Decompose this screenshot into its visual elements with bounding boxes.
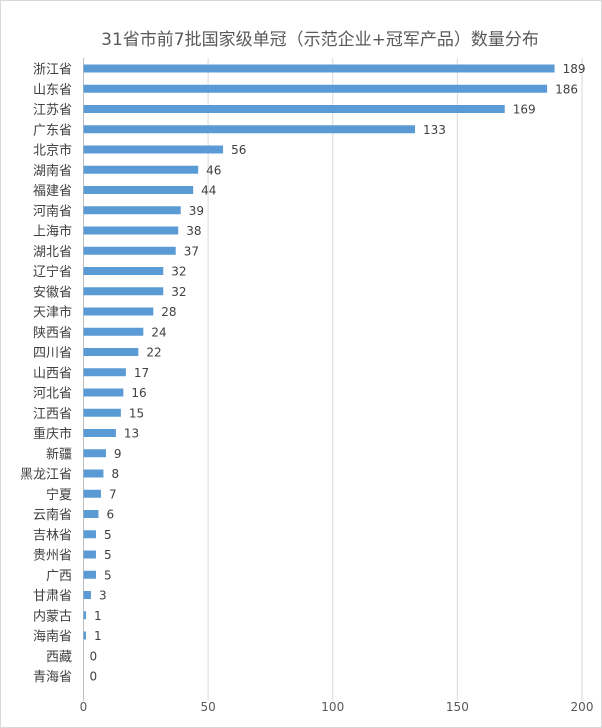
category-label: 天津市 [33,305,72,321]
category-label: 甘肃省 [33,589,72,604]
bar [83,550,96,559]
category-label: 山东省 [33,83,72,98]
data-label: 1 [94,629,102,643]
category-label: 江西省 [33,407,72,422]
category-label: 宁夏 [46,487,72,503]
bar [83,84,548,93]
category-label: 浙江省 [33,63,72,78]
category-label: 河南省 [33,203,72,219]
data-label: 46 [206,163,221,177]
data-label: 9 [114,447,122,461]
category-label: 黑龙江省 [20,468,72,483]
bar [83,348,139,356]
category-label: 西藏 [46,650,72,665]
x-tick-label: 200 [571,700,594,714]
category-label: 新疆 [46,446,72,462]
bar [83,125,416,134]
data-label: 24 [151,325,166,339]
data-label: 3 [99,589,107,603]
bar [83,388,124,397]
data-label: 133 [423,123,446,137]
category-label: 贵州省 [33,549,72,564]
data-label: 37 [184,244,199,258]
category-label: 辽宁省 [33,264,72,280]
category-label: 湖北省 [33,245,72,260]
x-tick-label: 0 [80,700,88,714]
data-label: 186 [555,82,578,96]
data-label: 32 [171,265,186,279]
bar [83,631,86,640]
category-label: 吉林省 [33,528,72,543]
bar [83,611,86,620]
category-label: 北京市 [33,143,72,159]
data-label: 39 [189,204,204,218]
data-label: 17 [134,366,149,380]
data-label: 16 [131,386,146,400]
category-label: 江苏省 [33,102,72,118]
bar [83,408,121,417]
category-label: 广西 [46,569,72,584]
data-label: 0 [90,649,98,663]
data-label: 1 [94,609,102,623]
bar [83,226,179,235]
bar [83,368,126,377]
bar [83,327,144,336]
data-label: 13 [124,427,139,441]
bar [83,246,176,255]
category-label: 福建省 [33,184,72,199]
data-label: 44 [201,184,216,198]
category-label: 内蒙古 [33,608,72,624]
data-label: 38 [186,224,201,238]
bar [83,186,194,194]
bar [83,449,106,458]
bar [83,206,181,215]
data-label: 5 [104,568,112,582]
data-label: 56 [231,143,246,157]
x-tick-label: 50 [200,700,215,714]
data-label: 6 [106,508,114,522]
bar [83,570,96,579]
category-label: 青海省 [33,670,72,685]
category-label: 云南省 [33,507,72,523]
x-tick-label: 100 [321,700,344,714]
category-label: 海南省 [33,629,72,645]
chart-title: 31省市前7批国家级单冠（示范企业+冠军产品）数量分布 [101,30,539,50]
category-label: 河北省 [33,387,72,402]
bar [83,165,199,174]
category-label: 湖南省 [33,163,72,179]
category-label: 安徽省 [33,285,72,300]
data-label: 5 [104,548,112,562]
data-label: 28 [161,305,176,319]
x-tick-label: 150 [446,700,469,714]
bar [83,591,91,599]
data-label: 32 [171,285,186,299]
category-label: 重庆市 [33,426,72,442]
bar [83,530,96,539]
data-label: 5 [104,528,112,542]
bar [83,469,104,478]
category-label: 山西省 [33,366,72,381]
category-label: 陕西省 [33,326,72,341]
data-label: 15 [129,406,144,420]
category-label: 广东省 [33,123,72,138]
data-label: 0 [90,670,98,684]
bar [83,105,505,113]
bar [83,429,116,437]
data-label: 169 [513,103,536,117]
category-label: 上海市 [33,224,72,240]
bar [83,64,555,73]
data-label: 8 [111,467,119,481]
bar [83,510,99,518]
data-label: 7 [109,487,117,501]
bar [83,287,164,296]
data-label: 22 [146,346,161,360]
bar [83,145,224,154]
category-label: 四川省 [33,346,72,361]
bar [83,489,101,498]
data-label: 189 [563,62,586,76]
bar [83,267,164,275]
bar [83,307,154,316]
